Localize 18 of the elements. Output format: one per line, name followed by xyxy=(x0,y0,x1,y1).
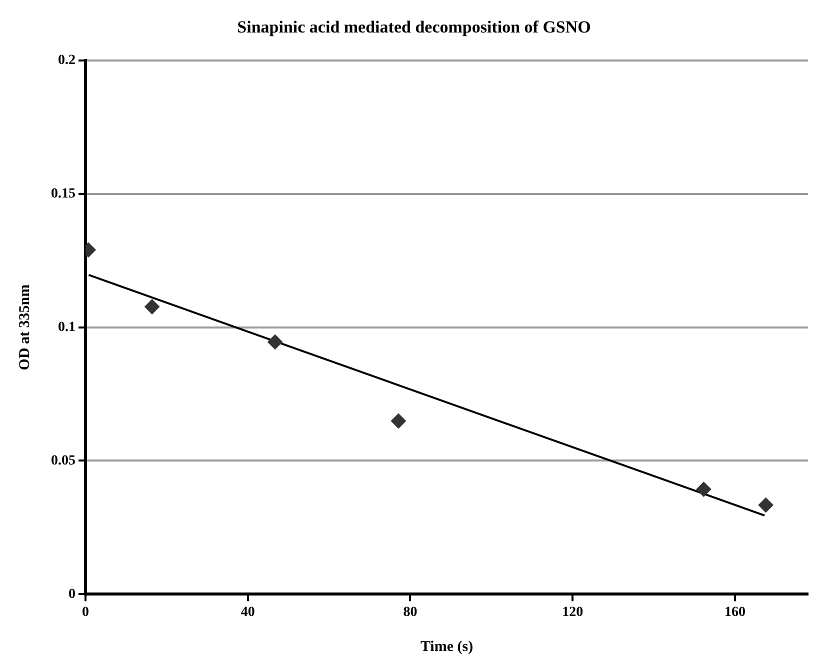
x-axis-title: Time (s) xyxy=(420,638,474,655)
x-tick-label: 0 xyxy=(82,605,89,620)
y-axis-title: OD at 335nm xyxy=(16,284,33,370)
y-tick-label: 0.15 xyxy=(51,186,76,202)
point xyxy=(144,299,160,314)
x-tick-label: 80 xyxy=(403,605,418,620)
point xyxy=(696,482,712,497)
x-tick-label: 40 xyxy=(240,605,255,620)
y-tick-label: 0 xyxy=(68,586,76,602)
point xyxy=(390,413,406,428)
y-tick-label: 0.2 xyxy=(58,53,76,68)
y-tick-label: 0.1 xyxy=(58,320,76,335)
x-tick-label: 160 xyxy=(724,605,746,620)
y-tick-label: 0.05 xyxy=(51,453,76,468)
point xyxy=(758,498,774,513)
chart-title: Sinapinic acid mediated decomposition of GSNO xyxy=(237,18,591,37)
x-tick-label: 120 xyxy=(562,605,584,620)
point xyxy=(268,334,283,350)
